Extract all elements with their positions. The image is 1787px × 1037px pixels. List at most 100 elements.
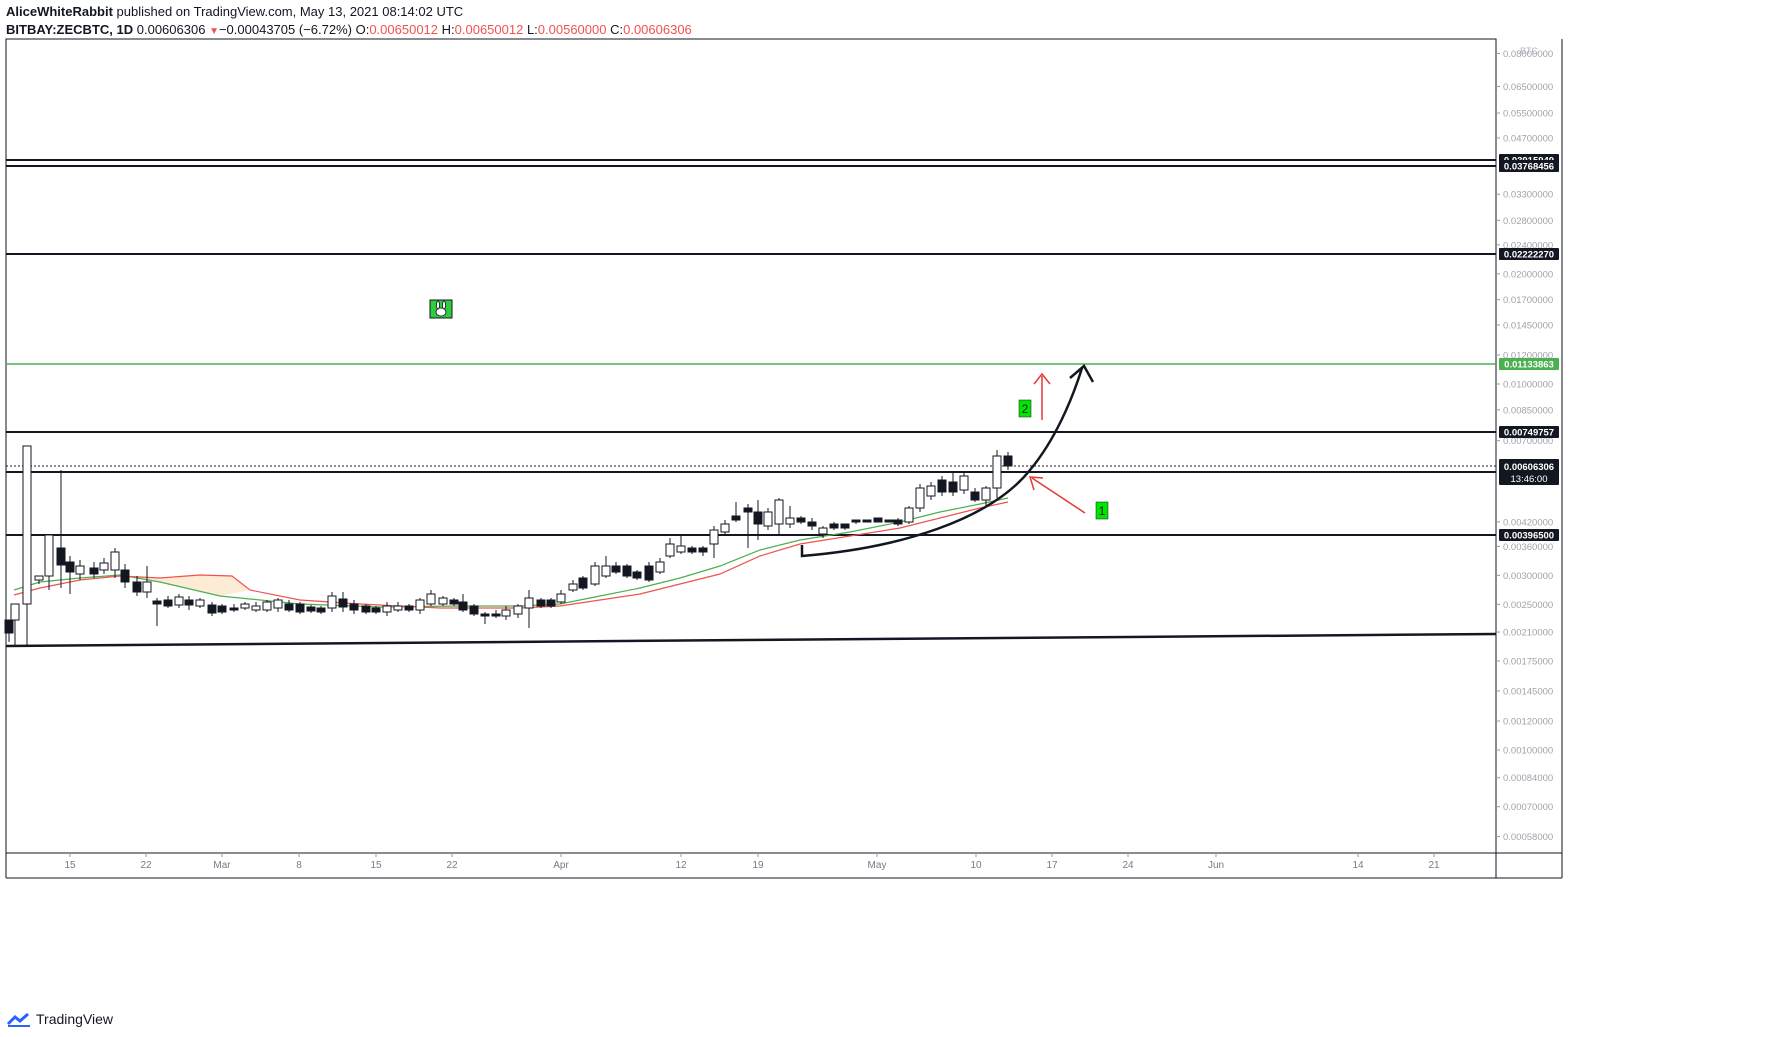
x-tick-label: 22: [446, 860, 458, 871]
x-tick-label: 12: [675, 860, 687, 871]
candle-body: [152, 600, 162, 605]
candle-body: [349, 603, 359, 611]
candle-body: [687, 547, 697, 553]
y-tick-label: 0.01200000: [1503, 351, 1553, 362]
footer-brand[interactable]: TradingView: [36, 1011, 114, 1027]
level-price-badge: [1499, 358, 1559, 370]
candle-body: [774, 499, 784, 525]
last-price-label: 0.00606306: [1504, 462, 1554, 473]
candle-body: [644, 565, 654, 581]
candle-body: [120, 569, 130, 583]
candle-body: [862, 519, 872, 523]
y-tick-label: 0.06500000: [1503, 82, 1553, 93]
candle-body: [1003, 455, 1013, 467]
candle-body: [622, 565, 632, 577]
author-name[interactable]: AliceWhiteRabbit: [6, 4, 113, 19]
annotation-badge: [1018, 399, 1032, 418]
candle-body: [273, 599, 283, 609]
candle-body: [873, 517, 883, 523]
candle-body: [361, 605, 371, 613]
high-label: H:: [441, 22, 455, 37]
ohlc-legend: BITBAY:ZECBTC, 1D 0.00606306 ▼−0.0004370…: [6, 22, 692, 37]
candle-body: [449, 599, 459, 605]
candle-body: [382, 605, 392, 613]
candle-body: [818, 527, 828, 535]
level-price-badge: [1499, 426, 1559, 438]
y-tick-label: 0.00058000: [1503, 832, 1553, 843]
candle-body: [284, 603, 294, 611]
candle-body: [992, 455, 1002, 489]
projection-arrowhead: [1069, 364, 1095, 383]
countdown-label: 13:46:00: [1511, 474, 1548, 485]
candle-body: [89, 567, 99, 575]
high-value: 0.00650012: [454, 22, 524, 37]
candle-body: [884, 519, 894, 523]
y-tick-label: 0.00210000: [1503, 628, 1553, 639]
candle-body: [676, 545, 686, 553]
x-tick-label: Mar: [213, 860, 231, 871]
candle-body: [207, 604, 217, 614]
candle-body: [753, 511, 763, 525]
candle-body: [338, 598, 348, 608]
candle-body: [295, 603, 305, 613]
candle-body: [404, 605, 414, 611]
candle-body: [829, 523, 839, 529]
candle-body: [75, 565, 85, 575]
y-tick-label: 0.00100000: [1503, 746, 1553, 757]
candle-body: [371, 607, 381, 613]
ema-slow-line: [13, 497, 1009, 608]
y-tick-label: 0.02400000: [1503, 240, 1553, 251]
y-tick-label: 0.00300000: [1503, 571, 1553, 582]
candle-body: [926, 485, 936, 497]
y-tick-label: 0.04700000: [1503, 134, 1553, 145]
candle-body: [22, 445, 32, 605]
x-tick-label: Apr: [553, 860, 569, 871]
candle-body: [981, 487, 991, 501]
candle-body: [217, 605, 227, 613]
candle-body: [393, 605, 403, 611]
candle-body: [937, 479, 947, 493]
level-price-label: 0.00396500: [1504, 531, 1554, 542]
y-tick-label: 0.03300000: [1503, 190, 1553, 201]
candle-body: [731, 515, 741, 521]
symbol-label[interactable]: BITBAY:ZECBTC, 1D: [6, 22, 134, 37]
rabbit-ear: [442, 300, 446, 310]
y-tick-label: 0.01700000: [1503, 295, 1553, 306]
candle-body: [709, 529, 719, 545]
y-tick-label: 0.05500000: [1503, 109, 1553, 120]
y-tick-label: 0.02000000: [1503, 269, 1553, 280]
candle-body: [970, 491, 980, 501]
candle-body: [174, 596, 184, 606]
candle-body: [110, 551, 120, 571]
support-trendline: [5, 632, 1497, 648]
candle-body: [65, 561, 75, 573]
open-label: O:: [355, 22, 370, 37]
y-tick-label: 0.00250000: [1503, 600, 1553, 611]
close-label: C:: [610, 22, 624, 37]
low-value: 0.00560000: [537, 22, 607, 37]
candle-body: [568, 583, 578, 591]
candle-body: [698, 547, 708, 553]
annotation-badge: [1095, 501, 1109, 520]
candle-body: [807, 521, 817, 527]
candle-body: [915, 487, 925, 509]
low-label: L:: [526, 22, 538, 37]
candle-body: [195, 599, 205, 607]
level-price-badge: [1499, 248, 1559, 260]
candle-body: [184, 599, 194, 606]
x-tick-label: 14: [1352, 860, 1364, 871]
x-tick-label: 22: [140, 860, 152, 871]
candle-body: [601, 565, 611, 577]
x-tick-label: 10: [970, 860, 982, 871]
candle-body: [785, 517, 795, 525]
candle-body: [251, 605, 261, 611]
candle-body: [796, 517, 806, 523]
candle-body: [851, 519, 861, 523]
x-tick-label: 19: [752, 860, 764, 871]
y-tick-label: 0.00850000: [1503, 405, 1553, 416]
annotation-label: 2: [1022, 402, 1029, 416]
y-tick-label: 0.01450000: [1503, 320, 1553, 331]
candle-body: [948, 481, 958, 493]
x-tick-label: 21: [1428, 860, 1440, 871]
